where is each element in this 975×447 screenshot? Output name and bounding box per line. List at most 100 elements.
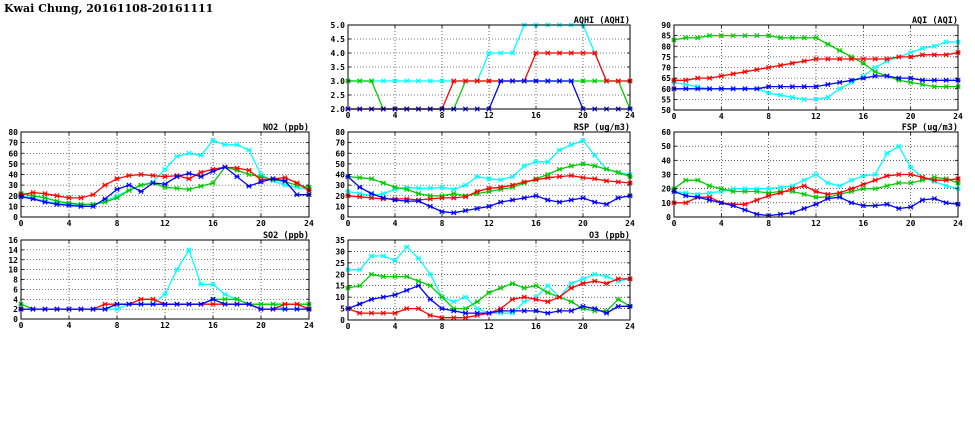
- fsp-point-cyan: [837, 183, 843, 189]
- fsp-point-blue: [825, 195, 831, 202]
- o3-point-red: [380, 310, 386, 316]
- y-tick-label: 20: [8, 192, 18, 201]
- x-tick-label: 16: [531, 219, 541, 228]
- o3-point-green: [545, 289, 551, 296]
- o3-point-red: [462, 315, 469, 321]
- no2-point-red: [42, 191, 48, 197]
- fsp-point-blue: [872, 203, 878, 209]
- rsp-point-green: [368, 176, 375, 182]
- o3-point-red: [521, 294, 527, 300]
- aqi-point-green: [754, 33, 760, 39]
- aqi-point-blue: [695, 86, 701, 92]
- o3-point-cyan: [603, 273, 610, 280]
- no2-point-cyan: [222, 142, 228, 148]
- o3-point-blue: [486, 310, 492, 316]
- no2-point-blue: [234, 174, 240, 180]
- rsp-point-blue: [380, 195, 386, 201]
- x-tick-label: 24: [953, 112, 963, 121]
- o3-point-green: [368, 271, 375, 277]
- no2-point-cyan: [186, 150, 192, 156]
- y-tick-label: 0: [13, 315, 18, 324]
- o3-point-cyan: [592, 271, 598, 277]
- o3-point-green: [462, 305, 469, 312]
- o3-point-blue: [533, 308, 539, 314]
- no2-point-cyan: [198, 152, 204, 158]
- x-tick-label: 0: [346, 111, 351, 120]
- y-tick-label: 15: [335, 282, 345, 291]
- rsp-point-green: [392, 184, 398, 190]
- fsp-point-cyan: [766, 186, 772, 192]
- fsp-point-green: [742, 188, 748, 195]
- rsp-point-green: [415, 191, 422, 197]
- aqi-point-red: [695, 75, 701, 81]
- aqhi-point-cyan: [404, 78, 410, 84]
- no2-point-red: [78, 195, 84, 201]
- fsp-point-blue: [789, 210, 795, 216]
- aqi-point-blue: [706, 86, 713, 92]
- o3-point-cyan: [392, 257, 398, 264]
- o3-point-blue: [427, 296, 433, 303]
- aqi-point-cyan: [801, 96, 807, 102]
- y-tick-label: 16: [8, 236, 18, 245]
- aqi-point-blue: [908, 75, 914, 81]
- aqi-point-blue: [766, 84, 772, 90]
- o3-point-cyan: [545, 283, 551, 289]
- rsp-chart-title: RSP (ug/m3): [574, 123, 630, 133]
- aqi-point-red: [813, 56, 819, 62]
- y-tick-label: 10: [335, 202, 345, 211]
- x-tick-label: 0: [346, 322, 351, 331]
- o3-point-red: [580, 280, 586, 287]
- aqi-point-green: [908, 79, 914, 85]
- o3-point-red: [427, 312, 433, 319]
- so2-point-blue: [54, 306, 60, 312]
- o3-point-blue: [498, 308, 504, 314]
- rsp-point-green: [615, 169, 621, 175]
- no2-point-blue: [210, 168, 216, 174]
- x-tick-label: 16: [531, 111, 541, 120]
- no2-point-red: [162, 174, 168, 180]
- o3-point-green: [509, 280, 516, 287]
- aqi-point-red: [837, 56, 843, 62]
- rsp-point-blue: [392, 197, 398, 203]
- aqi-point-blue: [683, 86, 689, 92]
- o3-point-red: [533, 296, 539, 303]
- x-tick-label: 24: [625, 111, 635, 120]
- fsp-point-red: [683, 200, 689, 206]
- y-tick-label: 4.0: [331, 49, 346, 58]
- no2-point-red: [294, 180, 300, 186]
- fsp-point-cyan: [860, 173, 866, 179]
- aqi-point-blue: [825, 81, 831, 88]
- o3-series-red-line: [347, 278, 630, 319]
- aqi-point-cyan: [825, 94, 831, 100]
- o3-point-green: [568, 299, 574, 305]
- aqi-point-green: [943, 84, 949, 90]
- aqi-point-cyan: [943, 39, 949, 45]
- no2-point-blue: [222, 164, 228, 170]
- so2-point-cyan: [198, 281, 204, 288]
- aqhi-point-red: [568, 50, 574, 56]
- so2-point-red: [210, 301, 216, 307]
- aqhi-point-red: [592, 50, 598, 56]
- no2-point-blue: [258, 179, 264, 185]
- aqhi-point-green: [592, 78, 598, 84]
- aqi-point-cyan: [766, 90, 772, 96]
- fsp-point-cyan: [825, 180, 831, 186]
- rsp-point-blue: [474, 205, 480, 212]
- x-tick-label: 16: [208, 321, 218, 330]
- fsp-point-blue: [931, 195, 937, 202]
- o3-point-green: [615, 296, 621, 303]
- x-tick-label: 0: [672, 219, 677, 228]
- o3-point-green: [521, 285, 527, 291]
- so2-point-cyan: [114, 306, 120, 312]
- fsp-point-cyan: [908, 164, 914, 171]
- fsp-point-red: [801, 183, 807, 189]
- fsp-point-blue: [848, 200, 855, 206]
- aqi-point-green: [742, 33, 748, 39]
- x-tick-label: 24: [304, 321, 314, 330]
- y-tick-label: 65: [661, 74, 671, 83]
- aqhi-point-red: [451, 78, 457, 84]
- fsp-point-green: [683, 177, 689, 183]
- rsp-point-blue: [486, 203, 492, 209]
